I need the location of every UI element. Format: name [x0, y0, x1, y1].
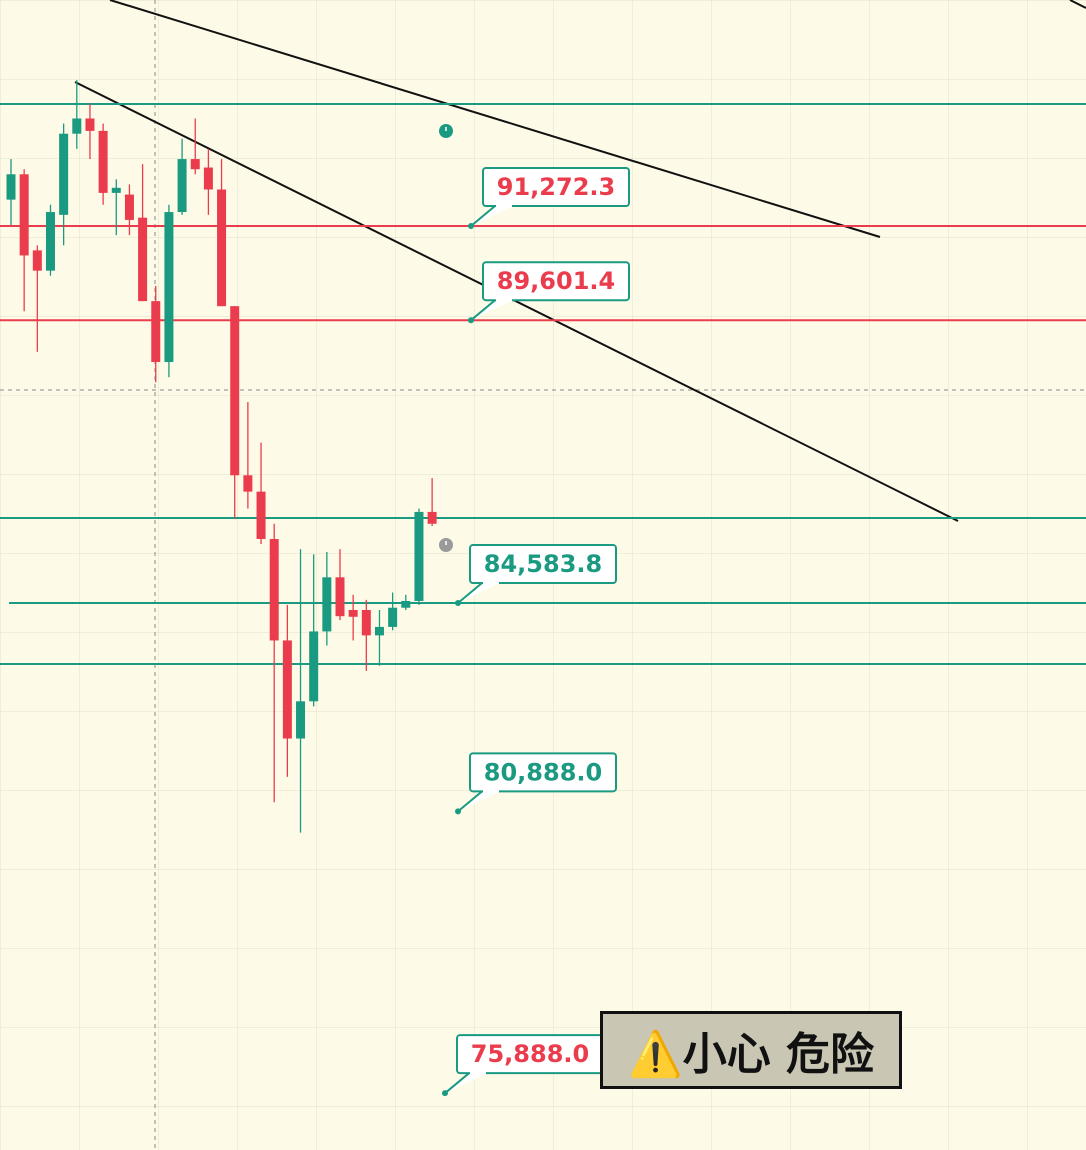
candle-body — [427, 511, 437, 524]
candle-body — [85, 118, 95, 131]
candle-body — [32, 250, 42, 271]
candle-body — [124, 194, 134, 220]
candle-body — [177, 159, 187, 213]
candle-body — [388, 607, 398, 627]
trend-line — [109, 0, 881, 238]
price-label-text: 91,272.3 — [497, 173, 615, 201]
candle-body — [296, 701, 306, 739]
candle-body — [401, 600, 411, 608]
candle-body — [374, 626, 384, 636]
label-box — [469, 544, 617, 585]
price-label: 91,272.3 — [468, 167, 630, 230]
candle-body — [164, 212, 174, 362]
candle-body — [361, 610, 371, 636]
level-dot — [455, 808, 461, 815]
candle-body — [203, 167, 213, 190]
candle-body — [243, 475, 253, 492]
candle-body — [6, 174, 16, 200]
label-box — [469, 752, 617, 793]
candle-body — [282, 640, 292, 739]
label-pointer — [470, 205, 513, 227]
candle-body — [230, 306, 240, 476]
candle-body — [348, 610, 358, 617]
label-box — [482, 261, 630, 302]
trend-line — [1069, 0, 1086, 9]
price-label: 89,601.4 — [468, 261, 630, 324]
candle-body — [190, 159, 200, 170]
label-box — [482, 167, 630, 208]
price-label-text: 89,601.4 — [497, 267, 615, 295]
alarm-icon — [439, 538, 453, 552]
alarm-icon — [439, 124, 453, 138]
candle-body — [335, 577, 345, 617]
candle-body — [138, 217, 148, 302]
price-label: 84,583.8 — [455, 544, 617, 607]
candle-body — [111, 187, 121, 193]
candle-body — [45, 212, 55, 271]
label-pointer — [457, 582, 500, 604]
candle-body — [322, 577, 332, 632]
candle-body — [72, 118, 82, 134]
level-dot — [468, 317, 474, 324]
level-dot — [468, 223, 474, 230]
label-pointer — [457, 790, 500, 813]
candle-body — [98, 130, 108, 193]
price-label-text: 84,583.8 — [484, 550, 602, 578]
level-dot — [455, 600, 461, 607]
candle-body — [151, 301, 161, 362]
price-label: 80,888.0 — [455, 752, 617, 815]
warning-annotation: ⚠️小心 危险 — [600, 1011, 902, 1089]
candle-body — [19, 174, 29, 256]
candle-body — [269, 538, 279, 641]
candle-body — [309, 631, 319, 702]
price-label: 75,888.0 — [442, 1034, 604, 1097]
candle-body — [217, 189, 227, 307]
level-dot — [442, 1090, 448, 1097]
candle-body — [256, 491, 266, 539]
label-pointer — [444, 1072, 487, 1094]
price-label-text: 80,888.0 — [484, 758, 602, 786]
candle-body — [59, 133, 69, 215]
price-label-text: 75,888.0 — [471, 1040, 589, 1068]
trend-line — [74, 81, 959, 522]
label-pointer — [470, 299, 513, 321]
candle-body — [414, 511, 424, 601]
